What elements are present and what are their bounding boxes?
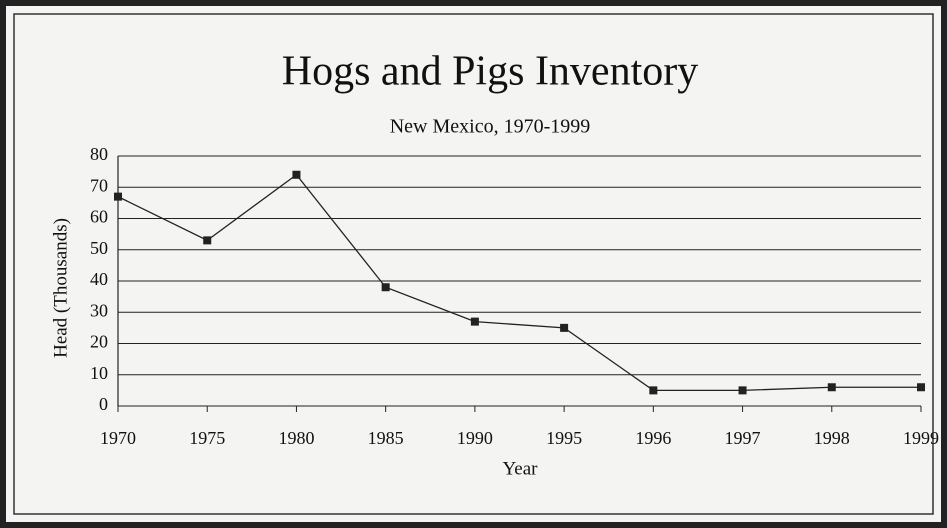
data-point — [292, 170, 301, 179]
chart-title: Hogs and Pigs Inventory — [282, 49, 698, 95]
x-tick-label: 1990 — [457, 428, 493, 448]
x-tick-label: 1975 — [189, 428, 225, 448]
x-tick-label: 1997 — [725, 428, 761, 448]
data-point — [114, 192, 122, 201]
y-axis-label: Head (Thousands) — [50, 218, 71, 358]
x-tick-label: 1995 — [546, 428, 582, 448]
data-point — [917, 383, 925, 392]
x-tick-label: 1970 — [100, 428, 136, 448]
y-tick-label: 30 — [90, 300, 108, 320]
y-tick-label: 40 — [90, 269, 108, 289]
y-tick-label: 20 — [90, 332, 108, 352]
data-point — [560, 323, 569, 332]
data-point — [203, 236, 212, 245]
inner-frame — [13, 13, 934, 515]
data-point — [827, 383, 836, 392]
y-tick-label: 60 — [90, 207, 108, 227]
data-point — [381, 283, 390, 292]
data-point — [649, 386, 658, 395]
data-point — [470, 317, 479, 326]
x-tick-label: 1985 — [368, 428, 404, 448]
x-axis-label: Year — [502, 458, 538, 479]
x-tick-label: 1998 — [814, 428, 850, 448]
y-tick-label: 0 — [99, 394, 108, 414]
y-tick-label: 70 — [90, 175, 108, 195]
y-tick-label: 50 — [90, 238, 108, 258]
y-tick-label: 80 — [90, 144, 108, 164]
x-tick-label: 1980 — [278, 428, 314, 448]
x-tick-label: 1996 — [635, 428, 671, 448]
data-point — [738, 386, 747, 395]
x-tick-label: 1999 — [903, 428, 939, 448]
data-line — [117, 173, 921, 392]
chart-subtitle: New Mexico, 1970-1999 — [390, 116, 591, 138]
y-tick-label: 10 — [90, 363, 108, 383]
